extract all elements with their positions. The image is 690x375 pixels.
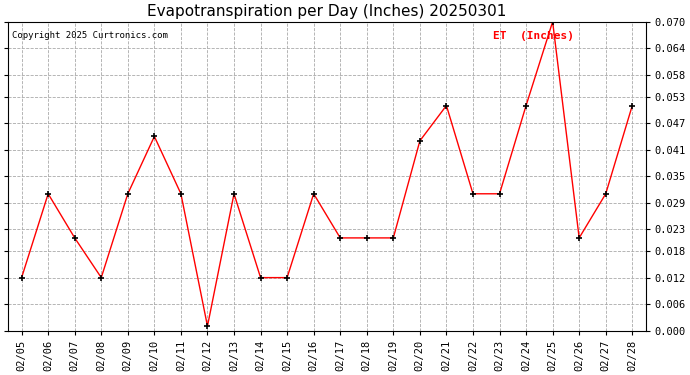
- ET  (Inches): [442, 103, 451, 108]
- ET  (Inches): [549, 20, 557, 24]
- Text: ET  (Inches): ET (Inches): [493, 31, 573, 41]
- ET  (Inches): [257, 275, 265, 280]
- ET  (Inches): [628, 103, 636, 108]
- Line: ET  (Inches): ET (Inches): [18, 18, 635, 330]
- ET  (Inches): [469, 192, 477, 196]
- ET  (Inches): [44, 192, 52, 196]
- ET  (Inches): [310, 192, 318, 196]
- Title: Evapotranspiration per Day (Inches) 20250301: Evapotranspiration per Day (Inches) 2025…: [147, 4, 506, 19]
- ET  (Inches): [204, 324, 212, 328]
- ET  (Inches): [416, 139, 424, 143]
- ET  (Inches): [389, 236, 397, 240]
- ET  (Inches): [97, 275, 106, 280]
- ET  (Inches): [70, 236, 79, 240]
- ET  (Inches): [363, 236, 371, 240]
- ET  (Inches): [336, 236, 344, 240]
- ET  (Inches): [177, 192, 185, 196]
- ET  (Inches): [495, 192, 504, 196]
- ET  (Inches): [124, 192, 132, 196]
- ET  (Inches): [602, 192, 610, 196]
- ET  (Inches): [150, 134, 159, 139]
- ET  (Inches): [17, 275, 26, 280]
- ET  (Inches): [575, 236, 583, 240]
- ET  (Inches): [522, 103, 530, 108]
- ET  (Inches): [283, 275, 291, 280]
- Text: Copyright 2025 Curtronics.com: Copyright 2025 Curtronics.com: [12, 31, 168, 40]
- ET  (Inches): [230, 192, 238, 196]
